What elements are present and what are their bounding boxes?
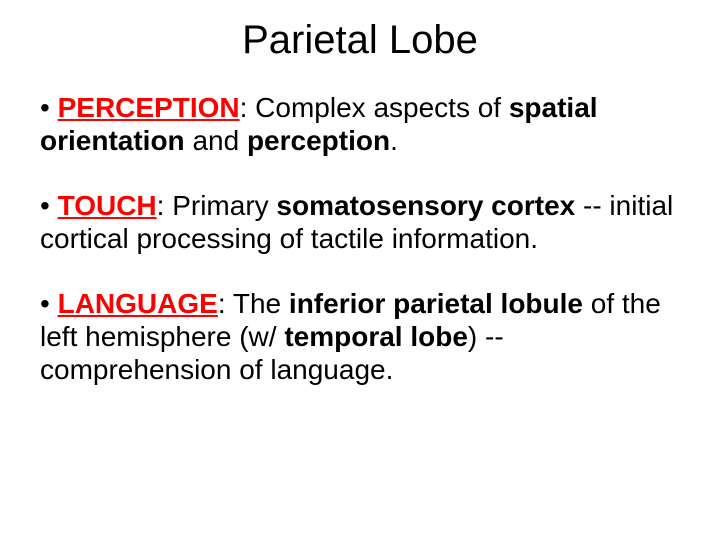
bullet-marker: •: [40, 190, 58, 221]
bullet-marker: •: [40, 92, 58, 123]
bullet-marker: •: [40, 288, 58, 319]
slide-title: Parietal Lobe: [40, 18, 680, 63]
text-segment: : Complex aspects of: [240, 92, 509, 123]
bold-term: somatosensory cortex: [276, 190, 575, 221]
keyword-touch: TOUCH: [58, 190, 157, 221]
bullet-language: • LANGUAGE: The inferior parietal lobule…: [40, 287, 680, 386]
bold-term: perception: [247, 125, 390, 156]
text-segment: : Primary: [157, 190, 277, 221]
bold-term: inferior parietal lobule: [289, 288, 583, 319]
bold-term: temporal lobe: [284, 321, 468, 352]
keyword-perception: PERCEPTION: [58, 92, 240, 123]
bullet-touch: • TOUCH: Primary somatosensory cortex --…: [40, 189, 680, 255]
text-segment: and: [185, 125, 247, 156]
keyword-language: LANGUAGE: [58, 288, 218, 319]
bullet-perception: • PERCEPTION: Complex aspects of spatial…: [40, 91, 680, 157]
text-segment: .: [390, 125, 398, 156]
text-segment: : The: [218, 288, 289, 319]
